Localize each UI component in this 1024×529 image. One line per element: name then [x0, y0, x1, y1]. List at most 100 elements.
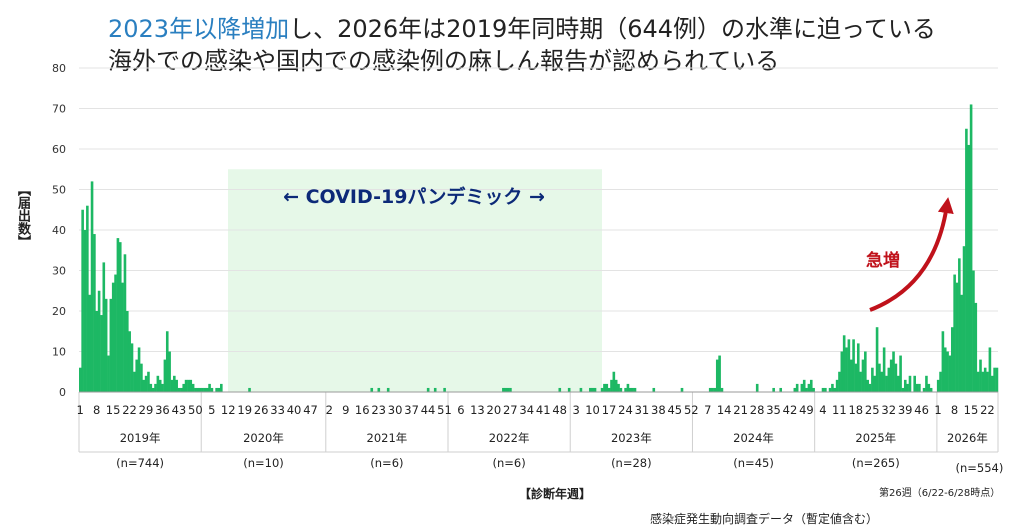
bar	[370, 387, 374, 392]
bar	[128, 331, 131, 392]
year-label: 2022年	[489, 431, 530, 445]
bar	[133, 371, 136, 392]
bar	[130, 343, 134, 392]
bar	[809, 379, 813, 392]
bar	[100, 315, 103, 392]
bar	[873, 375, 877, 392]
y-tick-label: 40	[52, 224, 66, 237]
bar	[979, 359, 982, 392]
x-axis-label: 【診断年週】	[519, 487, 592, 501]
bar	[163, 359, 167, 392]
bar	[165, 331, 169, 392]
bar	[824, 387, 827, 392]
bar	[983, 367, 987, 392]
bar	[579, 387, 583, 392]
bar	[151, 387, 155, 392]
x-tick-label: 16	[355, 403, 370, 417]
y-tick-label: 60	[52, 143, 66, 156]
bar	[79, 367, 82, 392]
bar	[198, 387, 202, 392]
bar	[894, 363, 898, 392]
bar	[107, 355, 110, 392]
bar	[896, 375, 900, 392]
x-tick-label: 45	[667, 403, 682, 417]
bar	[504, 387, 508, 392]
bar	[779, 387, 783, 392]
bar	[852, 339, 855, 392]
x-tick-label: 13	[470, 403, 485, 417]
bar	[864, 351, 867, 392]
bar	[610, 379, 613, 392]
bar	[871, 367, 874, 392]
bar	[118, 242, 122, 392]
chart-title-rest: し、2026年は2019年同時期（644例）の水準に迫っている	[289, 15, 936, 43]
bar	[885, 375, 888, 392]
bar	[986, 371, 989, 392]
bar	[715, 359, 719, 392]
y-tick-label: 0	[59, 386, 66, 399]
x-tick-label: 17	[602, 403, 617, 417]
x-tick-label: 11	[832, 403, 847, 417]
bar	[807, 383, 811, 392]
bar	[875, 327, 879, 392]
bar	[567, 387, 571, 392]
bar	[993, 367, 996, 392]
bar	[950, 327, 954, 392]
bar	[593, 387, 597, 392]
bar	[97, 290, 101, 392]
bar	[948, 355, 952, 392]
x-tick-label: 40	[287, 403, 302, 417]
bar	[633, 387, 637, 392]
bar	[386, 387, 390, 392]
x-tick-label: 14	[717, 403, 732, 417]
bar	[913, 375, 916, 392]
bar	[614, 379, 618, 392]
x-tick-label: 42	[783, 403, 798, 417]
bar	[976, 371, 980, 392]
bar	[184, 379, 188, 392]
x-tick-label: 46	[914, 403, 929, 417]
x-tick-label: 20	[487, 403, 502, 417]
bar	[208, 383, 211, 392]
bar	[718, 355, 721, 392]
bar	[433, 387, 437, 392]
bar	[882, 347, 886, 392]
x-tick-label: 48	[552, 403, 567, 417]
y-tick-label: 20	[52, 305, 66, 318]
x-tick-label: 51	[437, 403, 452, 417]
bar	[861, 359, 865, 392]
bar	[175, 379, 178, 392]
bar	[123, 254, 127, 392]
bar	[631, 387, 634, 392]
year-label: 2019年	[120, 431, 161, 445]
bar	[713, 387, 717, 392]
x-tick-label: 30	[388, 403, 403, 417]
bar	[939, 371, 942, 392]
bar	[558, 387, 562, 392]
bar	[967, 144, 971, 392]
bar	[812, 387, 815, 392]
x-tick-label: 23	[371, 403, 386, 417]
bar	[142, 379, 146, 392]
bar	[981, 371, 985, 392]
bar	[903, 379, 907, 392]
y-axis-label: 【届出数】	[15, 183, 30, 248]
x-tick-label: 18	[848, 403, 863, 417]
bar	[248, 387, 251, 392]
x-tick-label: 29	[139, 403, 154, 417]
bar	[711, 387, 714, 392]
x-tick-label: 28	[750, 403, 765, 417]
x-tick-label: 22	[122, 403, 137, 417]
x-tick-label: 1	[77, 403, 84, 417]
bar	[509, 387, 512, 392]
x-tick-label: 4	[819, 403, 826, 417]
bar	[502, 387, 505, 392]
x-tick-label: 33	[270, 403, 285, 417]
y-tick-label: 30	[52, 265, 66, 278]
bar	[953, 274, 956, 392]
bar	[605, 383, 609, 392]
bar	[772, 387, 775, 392]
bar	[156, 375, 160, 392]
bar	[161, 383, 164, 392]
